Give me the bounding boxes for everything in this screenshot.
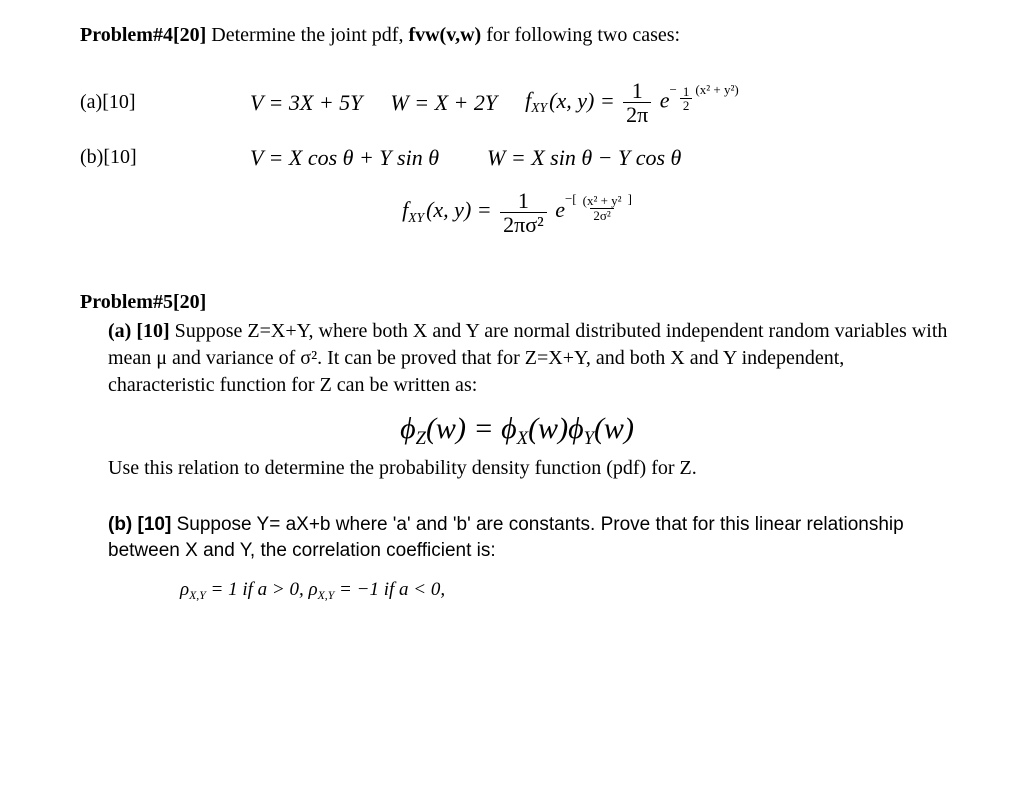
problem4-header: Problem#4[20] Determine the joint pdf, f… (80, 22, 954, 49)
p5b-rel2: = −1 if a < 0, (334, 579, 445, 600)
p5a-phi1: ϕ (400, 412, 416, 445)
p4-title: Problem#4[20] (80, 24, 206, 46)
p5b-lead: (b) [10] (108, 514, 171, 535)
p4a-exp-frac: 12 (680, 85, 693, 113)
p5a-arg3: (w) (594, 412, 634, 445)
p4a-exp-frac-den: 2 (680, 98, 693, 113)
p5a-lead: (a) [10] (108, 320, 170, 342)
p5a-text1: Suppose Z=X+Y, where both X and Y are no… (108, 320, 947, 396)
p4b-equations: V = X cos θ + Y sin θ W = X sin θ − Y co… (250, 143, 681, 173)
p4a-exp-frac-num: 1 (680, 85, 693, 99)
p4b-eq-w: W = X sin θ − Y cos θ (487, 143, 681, 173)
p4a-exp: −12(x² + y²) (670, 83, 739, 113)
problem5-header: Problem#5[20] (80, 289, 954, 316)
p4b-eq-v: V = X cos θ + Y sin θ (250, 143, 439, 173)
p5a-arg1: (w) = (426, 412, 501, 445)
p4b-exp-frac: (x² + y²2σ² (580, 194, 625, 222)
p4b-exp-post: ] (628, 191, 632, 206)
p4a-exp-body: (x² + y²) (695, 82, 738, 97)
page: Problem#4[20] Determine the joint pdf, f… (0, 0, 1024, 623)
p4b-pdf-sub: XY (408, 210, 424, 225)
p4b-label: (b)[10] (80, 144, 250, 171)
p5a-sub-x: X (517, 428, 528, 449)
p4a-pdf-args: (x, y) = (549, 88, 615, 113)
p5b-text1: Suppose Y= aX+b where 'a' and 'b' are co… (108, 514, 904, 561)
p4a-frac-den: 2π (623, 102, 651, 126)
p4b-exp-pre: −[ (565, 191, 577, 206)
p4-header-text2: for following two cases: (481, 24, 680, 46)
p4a-frac: 1 2π (623, 79, 651, 126)
p4a-label: (a)[10] (80, 89, 250, 116)
p4a-equations: V = 3X + 5Y W = X + 2Y fXY(x, y) = 1 2π … (250, 79, 739, 127)
p4b-pdf-inner: fXY(x, y) = 1 2πσ² e−[(x² + y²2σ²] (402, 197, 632, 222)
p4a-pdf-sub: XY (531, 100, 547, 115)
p5b-rho1: ρ (180, 579, 189, 600)
p4b-frac: 1 2πσ² (500, 189, 547, 236)
p4a-e: e (660, 88, 670, 113)
p5b-rho2-sub: X,Y (318, 589, 335, 602)
p5a-sub-z: Z (416, 428, 426, 449)
p5b-rel1: = 1 if a > 0, (206, 579, 309, 600)
p5a-phi2: ϕ (501, 412, 517, 445)
p4a-eq-v: V = 3X + 5Y (250, 88, 362, 118)
p4a-pdf: fXY(x, y) = 1 2π e−12(x² + y²) (525, 79, 739, 127)
p5a-phi3: ϕ (568, 412, 584, 445)
p4b-exp-num: (x² + y² (580, 194, 625, 208)
p5a-characteristic: ϕZ(w) = ϕX(w)ϕY(w) (80, 409, 954, 450)
p4a-frac-num: 1 (629, 79, 646, 102)
p4b-frac-num: 1 (515, 189, 532, 212)
problem5-parta: (a) [10] Suppose Z=X+Y, where both X and… (108, 318, 954, 399)
p4b-frac-den: 2πσ² (500, 212, 547, 236)
p5a-sub-y: Y (584, 428, 594, 449)
p4b-e: e (555, 197, 565, 222)
problem4-parta: (a)[10] V = 3X + 5Y W = X + 2Y fXY(x, y)… (80, 79, 954, 127)
p5b-rho2: ρ (309, 579, 318, 600)
p4-fvw: fvw(v,w) (408, 24, 481, 46)
p5b-rho1-sub: X,Y (189, 589, 206, 602)
p4b-pdf-args: (x, y) = (426, 197, 492, 222)
p4b-pdf: fXY(x, y) = 1 2πσ² e−[(x² + y²2σ²] (80, 189, 954, 237)
p5a-arg2: (w) (528, 412, 568, 445)
p4b-exp-den: 2σ² (590, 208, 613, 223)
p4b-exp: −[(x² + y²2σ²] (565, 192, 632, 222)
problem5-partb: (b) [10] Suppose Y= aX+b where 'a' and '… (108, 512, 954, 563)
problem4-partb: (b)[10] V = X cos θ + Y sin θ W = X sin … (80, 143, 954, 173)
p4-header-text1: Determine the joint pdf, (206, 24, 408, 46)
p5b-rho-eq: ρX,Y = 1 if a > 0, ρX,Y = −1 if a < 0, (180, 577, 954, 603)
p4a-eq-w: W = X + 2Y (390, 88, 497, 118)
p5a-text2: Use this relation to determine the proba… (108, 455, 954, 482)
p4a-exp-pre: − (670, 82, 677, 97)
